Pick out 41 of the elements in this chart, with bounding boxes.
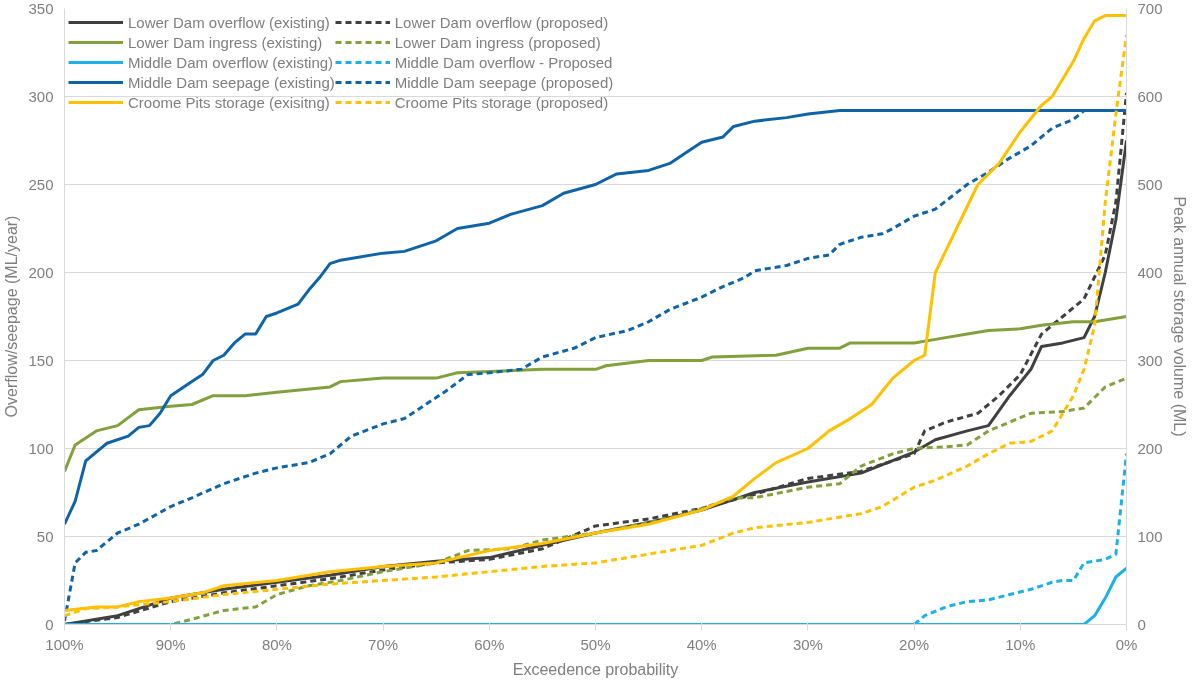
y2-tick-label: 300 — [1137, 351, 1163, 369]
legend-label: Lower Dam ingress (proposed) — [394, 33, 601, 51]
legend-label: Lower Dam overflow (proposed) — [394, 13, 609, 31]
y2-tick-label: 100 — [1137, 527, 1163, 545]
y-tick-label: 150 — [28, 351, 54, 369]
y-tick-label: 100 — [28, 439, 54, 457]
x-tick-label: 50% — [580, 635, 611, 653]
x-tick-label: 70% — [368, 635, 399, 653]
y-tick-label: 50 — [36, 527, 54, 545]
legend-label: Croome Pits storage (exisitng) — [128, 93, 330, 111]
legend-label: Middle Dam overflow (existing) — [128, 53, 334, 71]
y-tick-label: 200 — [28, 263, 54, 281]
line-series — [64, 315, 1127, 473]
x-tick-label: 30% — [792, 635, 823, 653]
y2-tick-label: 200 — [1137, 439, 1163, 457]
x-tick-label: 40% — [686, 635, 717, 653]
y-tick-label: 350 — [28, 0, 54, 17]
legend-label: Middle Dam seepage (existing) — [128, 73, 335, 91]
x-tick-label: 60% — [474, 635, 505, 653]
y2-tick-label: 700 — [1137, 0, 1163, 17]
x-tick-label: 100% — [45, 635, 84, 653]
x-tick-label: 10% — [1005, 635, 1036, 653]
y2-tick-label: 400 — [1137, 263, 1163, 281]
y-axis-title: Overflow/seepage (ML/year) — [3, 215, 21, 418]
y2-tick-label: 600 — [1137, 87, 1163, 105]
y-tick-label: 300 — [28, 87, 54, 105]
y2-tick-label: 0 — [1137, 615, 1146, 633]
y2-tick-label: 500 — [1137, 175, 1163, 193]
x-tick-label: 20% — [899, 635, 930, 653]
legend-label: Middle Dam seepage (proposed) — [394, 73, 614, 91]
y-tick-label: 0 — [45, 615, 54, 633]
legend-label: Croome Pits storage (proposed) — [394, 93, 609, 111]
legend-label: Lower Dam overflow (existing) — [128, 13, 330, 31]
y2-axis-title: Peak annual storage volume (ML) — [1170, 196, 1188, 437]
x-tick-label: 90% — [155, 635, 186, 653]
x-tick-label: 0% — [1115, 635, 1138, 653]
y-tick-label: 250 — [28, 175, 54, 193]
legend-label: Middle Dam overflow - Proposed — [394, 53, 613, 71]
legend-label: Lower Dam ingress (existing) — [128, 33, 323, 51]
x-axis-title: Exceedence probability — [512, 660, 679, 678]
x-tick-label: 80% — [261, 635, 292, 653]
